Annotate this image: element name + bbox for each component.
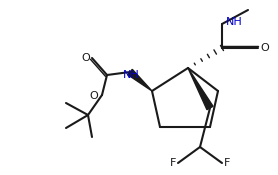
Text: NH: NH — [226, 17, 243, 27]
Text: O: O — [82, 53, 90, 63]
Text: F: F — [170, 158, 176, 168]
Text: NH: NH — [123, 70, 139, 80]
Text: O: O — [261, 43, 269, 53]
Polygon shape — [188, 68, 213, 110]
Text: O: O — [90, 91, 98, 101]
Polygon shape — [128, 69, 152, 91]
Text: F: F — [224, 158, 230, 168]
